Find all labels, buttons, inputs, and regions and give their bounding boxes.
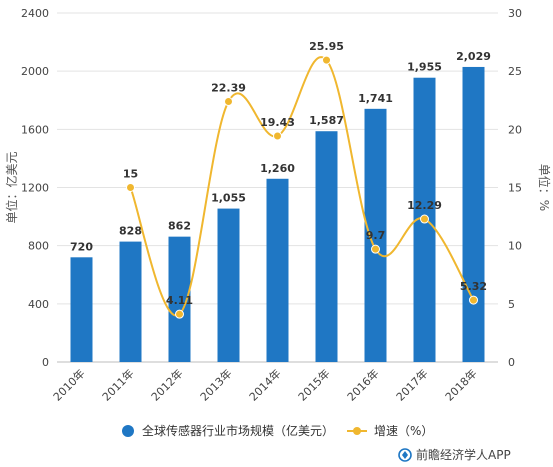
growth-value-label: 9.7	[366, 229, 386, 242]
left-tick-label: 1200	[21, 182, 49, 195]
bar	[217, 208, 240, 362]
legend-line-marker	[353, 427, 361, 435]
right-tick-label: 15	[508, 182, 522, 195]
x-tick-label: 2013年	[197, 366, 234, 403]
bar	[266, 178, 289, 362]
source-logo-mark	[402, 451, 408, 459]
legend: 全球传感器行业市场规模（亿美元） 增速（%）	[122, 423, 433, 438]
x-tick-label: 2017年	[393, 366, 430, 403]
growth-point	[469, 295, 478, 305]
right-tick-label: 5	[508, 298, 515, 311]
growth-value-label: 22.39	[211, 82, 246, 95]
x-tick-label: 2016年	[344, 366, 381, 403]
right-tick-label: 10	[508, 240, 522, 253]
x-axis-ticks: 2010年 2011年 2012年 2013年 2014年 2015年 2016年 2017年…	[50, 366, 479, 403]
legend-line-label: 增速（%）	[374, 424, 433, 438]
x-tick-label: 2012年	[148, 366, 185, 403]
growth-value-label: 25.95	[309, 40, 344, 53]
growth-value-label: 4.11	[166, 294, 193, 307]
growth-point	[126, 183, 135, 192]
bar-value-label: 2,029	[456, 50, 491, 63]
x-tick-label: 2015年	[295, 366, 332, 403]
x-tick-label: 2010年	[50, 366, 87, 403]
source-logo-icon	[398, 448, 412, 462]
bar-value-label: 1,587	[309, 114, 344, 127]
source-watermark: 前瞻经济学人APP	[398, 447, 511, 462]
bar	[119, 241, 142, 362]
bar	[315, 131, 338, 362]
bars	[70, 66, 485, 362]
right-tick-label: 25	[508, 65, 522, 78]
growth-point	[224, 97, 233, 107]
bar-value-label: 1,741	[358, 92, 393, 105]
x-tick-label: 2014年	[246, 366, 283, 403]
left-tick-label: 800	[28, 240, 49, 253]
left-axis-title: 单位：亿美元	[4, 151, 19, 223]
right-tick-label: 30	[508, 7, 522, 20]
legend-bar-swatch	[122, 425, 134, 437]
growth-line: 15 4.11 22.39 19.43 25.95 9.7 12.29 5.32	[123, 40, 487, 319]
growth-point	[322, 55, 331, 65]
bar-value-label: 828	[119, 225, 142, 238]
bar	[462, 66, 485, 362]
growth-value-label: 15	[123, 168, 138, 181]
right-axis-title: 单位：%	[537, 164, 552, 211]
bar-value-label: 862	[168, 220, 191, 233]
left-tick-label: 400	[28, 298, 49, 311]
growth-point	[420, 214, 429, 224]
left-tick-label: 2400	[21, 7, 49, 20]
growth-value-label: 19.43	[260, 116, 295, 129]
bar-labels: 720 828 862 1,055 1,260 1,587 1,741 1,955 2,029	[70, 50, 491, 253]
bar	[168, 236, 191, 362]
source-label: 前瞻经济学人APP	[416, 447, 511, 462]
x-tick-label: 2011年	[99, 366, 136, 403]
growth-point	[273, 131, 282, 141]
bar-value-label: 1,955	[407, 61, 442, 74]
left-tick-label: 1600	[21, 123, 49, 136]
legend-bar-label: 全球传感器行业市场规模（亿美元）	[142, 423, 334, 438]
x-tick-label: 2018年	[442, 366, 479, 403]
right-tick-label: 0	[508, 356, 515, 369]
left-tick-label: 0	[42, 356, 49, 369]
right-tick-label: 20	[508, 123, 522, 136]
bar	[70, 257, 93, 362]
bar	[364, 108, 387, 362]
growth-value-label: 12.29	[407, 199, 442, 212]
left-axis-ticks: 0 400 800 1200 1600 2000 2400	[21, 7, 49, 369]
right-axis-ticks: 0 5 10 15 20 25 30	[508, 7, 522, 369]
bar-value-label: 1,260	[260, 162, 295, 175]
growth-point	[371, 244, 380, 254]
growth-value-label: 5.32	[460, 280, 487, 293]
left-tick-label: 2000	[21, 65, 49, 78]
bar-value-label: 1,055	[211, 192, 246, 205]
growth-point	[175, 309, 184, 319]
bar-value-label: 720	[70, 240, 93, 253]
